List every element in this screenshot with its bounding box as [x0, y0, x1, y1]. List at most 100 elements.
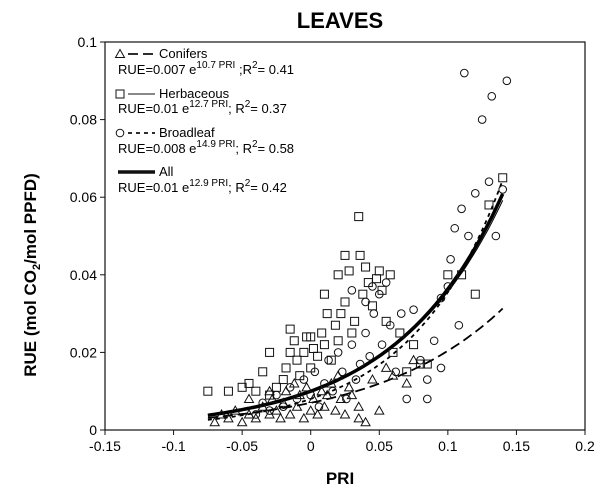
legend-equation: RUE=0.01 e12.9 PRI; R2= 0.42 [118, 178, 287, 195]
circle-point [436, 293, 446, 303]
x-tick-label: -0.05 [226, 438, 258, 454]
square-point [333, 336, 343, 346]
square-point [361, 262, 371, 272]
triangle-point [291, 401, 303, 411]
square-point [415, 359, 425, 369]
fit-line-all [207, 193, 505, 418]
circle-point [436, 363, 446, 373]
circle-point [484, 177, 494, 186]
y-tick-label: 0.02 [70, 344, 97, 360]
circle-point [347, 340, 357, 349]
x-tick-label: 0.2 [575, 438, 595, 454]
square-point [285, 347, 295, 357]
circle-point [278, 402, 288, 412]
triangle-point [271, 405, 282, 415]
triangle-point [367, 374, 378, 384]
circle-point [409, 305, 418, 315]
square-point [457, 270, 467, 280]
circle-point [251, 410, 261, 419]
square-point [326, 355, 336, 365]
square-point [498, 173, 508, 183]
circle-point [314, 402, 324, 412]
square-point [402, 367, 412, 377]
x-tick-label: 0.1 [438, 438, 458, 454]
triangle-point [294, 389, 306, 400]
legend-label: All [159, 164, 174, 179]
triangle-point [243, 393, 255, 403]
x-tick-label: -0.1 [162, 438, 186, 454]
triangle-point [284, 408, 296, 419]
circle-point [320, 379, 329, 388]
square-point [299, 347, 309, 357]
circle-point [333, 348, 343, 357]
circle-point [299, 375, 309, 384]
square-point [278, 375, 288, 385]
triangle-point [275, 412, 286, 423]
triangle-point [216, 408, 227, 419]
square-point [322, 309, 332, 319]
square-point [306, 332, 316, 342]
y-tick-label: 0.06 [70, 189, 97, 205]
triangle-point [209, 416, 221, 427]
circle-point [450, 223, 460, 233]
square-point [355, 250, 365, 260]
square-point [374, 266, 384, 276]
circle-point [416, 355, 425, 365]
circle-point [328, 386, 337, 396]
legend-equation: RUE=0.01 e12.7 PRI; R2= 0.37 [118, 99, 287, 116]
triangle-point [319, 401, 330, 411]
triangle-point [401, 377, 413, 388]
x-tick-label: 0.05 [366, 438, 393, 454]
circle-point [377, 340, 387, 349]
chart-title: LEAVES [297, 8, 383, 33]
triangle-point [408, 354, 419, 365]
square-point [350, 316, 360, 326]
circle-point [443, 282, 453, 291]
circle-point [422, 394, 432, 404]
triangle-point [277, 397, 289, 407]
x-tick-label: 0.15 [503, 438, 530, 454]
square-point [484, 200, 494, 210]
square-point [409, 340, 419, 350]
square-point [313, 351, 323, 361]
circle-point [351, 375, 361, 384]
square-point [340, 250, 350, 260]
square-point [265, 347, 275, 357]
square-point [358, 289, 368, 299]
y-tick-label: 0.04 [70, 267, 97, 283]
y-tick-label: 0 [89, 422, 97, 438]
triangle-point [339, 408, 351, 419]
y-label-part: RUE (mol CO [21, 270, 40, 377]
square-point [443, 270, 453, 280]
square-point [333, 270, 343, 280]
square-point [388, 347, 398, 357]
legend-equation: RUE=0.007 e10.7 PRI ;R2= 0.41 [118, 60, 294, 77]
circle-point [272, 390, 281, 400]
square-point [223, 386, 233, 396]
circle-point [361, 328, 370, 338]
square-point [292, 355, 302, 365]
triangle-point [335, 393, 347, 403]
triangle-point [353, 401, 365, 411]
legend-marker [114, 48, 126, 58]
triangle-point [343, 381, 355, 392]
legend-label: Herbaceous [159, 86, 230, 101]
triangle-point [346, 389, 358, 400]
circle-point [365, 351, 374, 361]
circle-point [306, 390, 316, 400]
circle-point [470, 189, 480, 198]
circle-point [487, 92, 497, 101]
circle-point [342, 394, 351, 404]
triangle-point [229, 405, 241, 415]
circle-point [429, 336, 439, 346]
y-label-subscript: 2 [31, 264, 43, 270]
square-point [258, 367, 268, 377]
series-broadleaf [251, 68, 512, 419]
square-point [319, 340, 329, 350]
circle-point [310, 367, 320, 377]
square-point [347, 328, 357, 338]
circle-point [422, 375, 432, 384]
y-tick-label: 0.08 [70, 112, 97, 128]
